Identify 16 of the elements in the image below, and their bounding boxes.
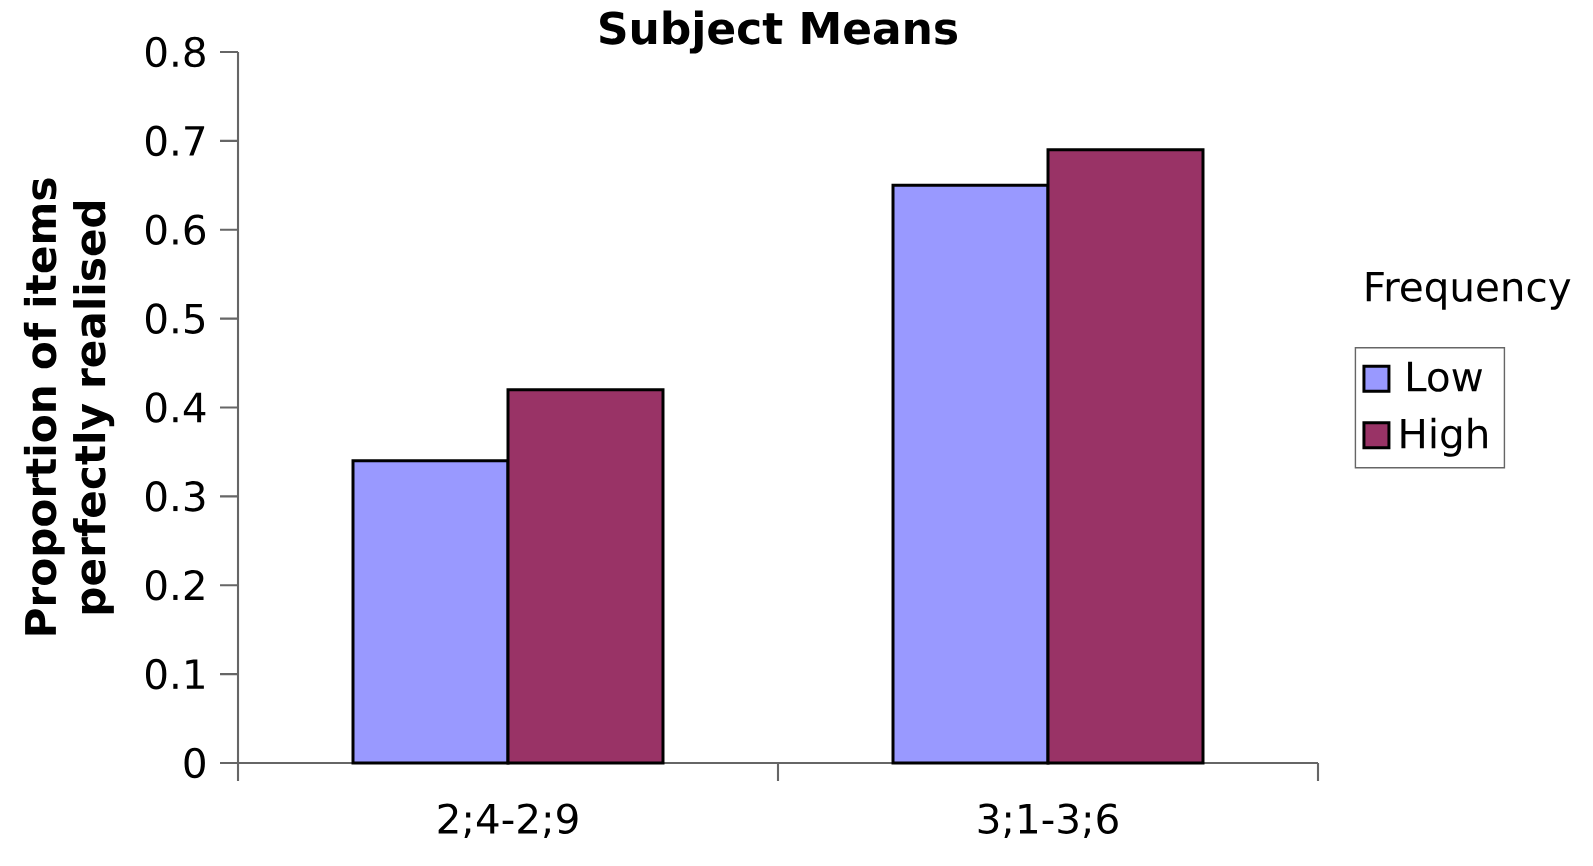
legend-label: Low bbox=[1408, 361, 1483, 392]
chart-title: Subject Means bbox=[600, 10, 958, 54]
y-tick-label: 0 bbox=[184, 747, 205, 779]
x-tick-label: 3;1-3;6 bbox=[978, 803, 1118, 839]
y-tick-label: 0.3 bbox=[145, 481, 205, 512]
y-tick-label: 0.2 bbox=[145, 569, 204, 601]
legend-label: High bbox=[1401, 417, 1487, 457]
y-tick-label: 0.4 bbox=[145, 392, 206, 423]
y-axis-title: Proportion of items perfectly realised bbox=[23, 178, 115, 635]
y-tick-label: 0.7 bbox=[145, 125, 205, 157]
x-tick-label: 2;4-2;9 bbox=[438, 803, 578, 839]
y-tick-label: 0.8 bbox=[145, 36, 205, 68]
y-tick-label: 0.1 bbox=[145, 658, 204, 690]
y-tick-label: 0.6 bbox=[145, 214, 206, 246]
y-tick-label: 0.5 bbox=[145, 303, 205, 334]
legend-title: Frequency bbox=[1366, 271, 1571, 310]
